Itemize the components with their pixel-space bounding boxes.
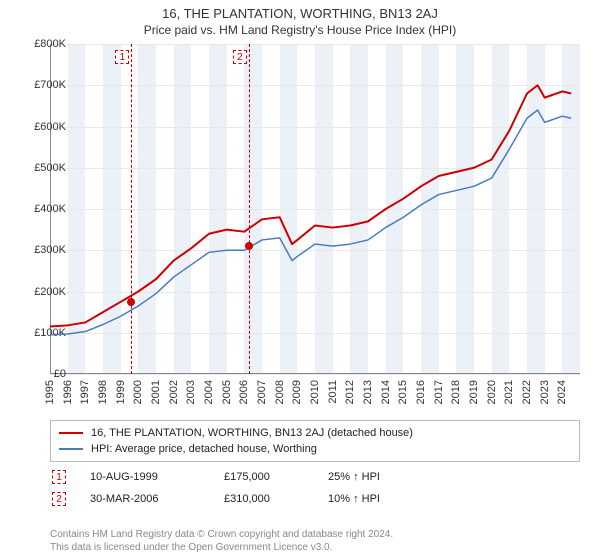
xtick-label: 2007 — [256, 380, 268, 404]
footer-line-2: This data is licensed under the Open Gov… — [50, 541, 580, 554]
xtick-label: 1996 — [62, 380, 74, 404]
xtick-label: 2010 — [309, 380, 321, 404]
footer-line-1: Contains HM Land Registry data © Crown c… — [50, 528, 580, 541]
xtick-label: 2000 — [132, 380, 144, 404]
sale-marker-line — [249, 44, 250, 374]
legend-row: HPI: Average price, detached house, Wort… — [59, 441, 571, 457]
legend-swatch — [59, 432, 83, 434]
xtick-label: 2009 — [291, 380, 303, 404]
gridline-h — [50, 374, 580, 375]
xtick-label: 2018 — [450, 380, 462, 404]
xtick-label: 2012 — [344, 380, 356, 404]
sale-date: 30-MAR-2006 — [90, 493, 200, 505]
sale-row-marker: 2 — [52, 492, 66, 506]
chart-container: 16, THE PLANTATION, WORTHING, BN13 2AJ P… — [0, 0, 600, 560]
xtick-label: 1999 — [115, 380, 127, 404]
title-block: 16, THE PLANTATION, WORTHING, BN13 2AJ P… — [0, 0, 600, 37]
xtick-label: 2008 — [274, 380, 286, 404]
sale-pct: 25% ↑ HPI — [328, 471, 448, 483]
sale-marker-line — [131, 44, 132, 374]
sale-price: £175,000 — [224, 471, 304, 483]
sale-row: 1 10-AUG-1999 £175,000 25% ↑ HPI — [50, 470, 580, 484]
xtick-label: 2021 — [503, 380, 515, 404]
footer: Contains HM Land Registry data © Crown c… — [50, 528, 580, 554]
xtick-label: 1995 — [44, 380, 56, 404]
xtick-label: 2017 — [433, 380, 445, 404]
xtick-label: 1998 — [97, 380, 109, 404]
sales-block: 1 10-AUG-1999 £175,000 25% ↑ HPI 2 30-MAR-200… — [50, 470, 580, 506]
legend-panel: 16, THE PLANTATION, WORTHING, BN13 2AJ (… — [50, 420, 580, 506]
sale-marker-dot — [245, 242, 253, 250]
xtick-label: 2022 — [521, 380, 533, 404]
chart-subtitle: Price paid vs. HM Land Registry's House … — [0, 23, 600, 37]
xtick-label: 2002 — [168, 380, 180, 404]
series-property — [50, 85, 571, 326]
sale-pct: 10% ↑ HPI — [328, 493, 448, 505]
plot-area: 12 — [50, 44, 580, 374]
legend-label: 16, THE PLANTATION, WORTHING, BN13 2AJ (… — [91, 427, 413, 439]
xtick-label: 2020 — [486, 380, 498, 404]
xtick-label: 2005 — [221, 380, 233, 404]
xtick-label: 2006 — [238, 380, 250, 404]
legend-swatch — [59, 448, 83, 450]
sale-date: 10-AUG-1999 — [90, 471, 200, 483]
sale-marker-box: 2 — [233, 50, 247, 64]
xtick-label: 2016 — [415, 380, 427, 404]
legend-row: 16, THE PLANTATION, WORTHING, BN13 2AJ (… — [59, 425, 571, 441]
xtick-label: 2004 — [203, 380, 215, 404]
sale-marker-dot — [127, 298, 135, 306]
xtick-label: 2003 — [185, 380, 197, 404]
xtick-label: 2019 — [468, 380, 480, 404]
legend-label: HPI: Average price, detached house, Wort… — [91, 443, 317, 455]
xtick-label: 2014 — [380, 380, 392, 404]
xtick-label: 2015 — [397, 380, 409, 404]
line-layer — [50, 44, 580, 374]
xtick-label: 2001 — [150, 380, 162, 404]
xtick-label: 2023 — [539, 380, 551, 404]
xtick-label: 2011 — [327, 380, 339, 404]
xtick-label: 2013 — [362, 380, 374, 404]
sale-price: £310,000 — [224, 493, 304, 505]
xtick-label: 1997 — [79, 380, 91, 404]
xtick-label: 2024 — [556, 380, 568, 404]
sale-marker-box: 1 — [115, 50, 129, 64]
sale-row: 2 30-MAR-2006 £310,000 10% ↑ HPI — [50, 492, 580, 506]
sale-row-marker: 1 — [52, 470, 66, 484]
chart-title: 16, THE PLANTATION, WORTHING, BN13 2AJ — [0, 6, 600, 21]
legend-box: 16, THE PLANTATION, WORTHING, BN13 2AJ (… — [50, 420, 580, 462]
